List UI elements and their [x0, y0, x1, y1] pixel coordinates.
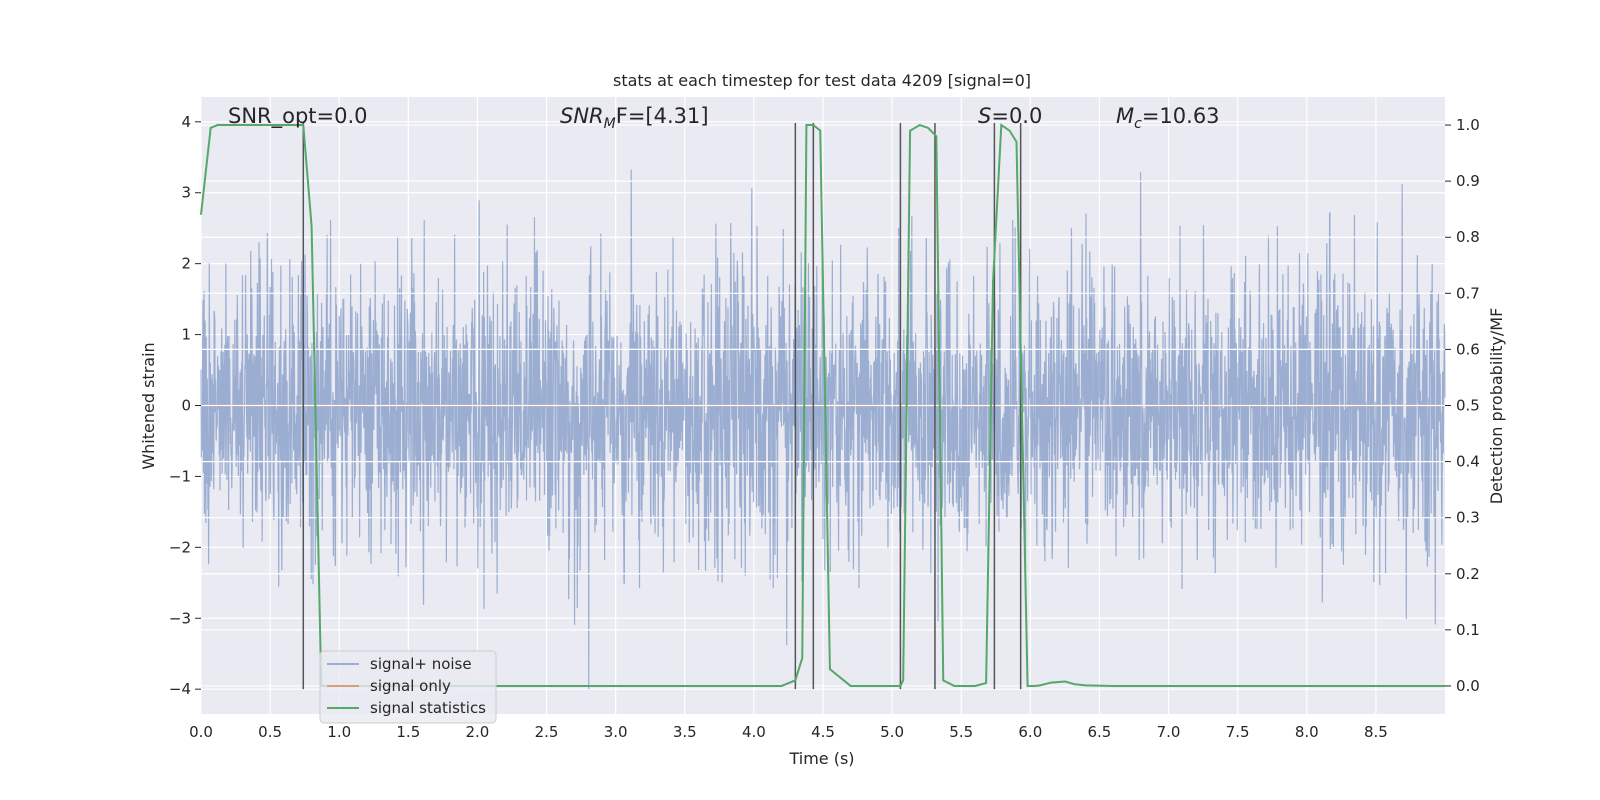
annotation-mc: Mc=10.63 [1116, 104, 1220, 132]
x-axis-label: Time (s) [788, 749, 854, 768]
x-tick-label: 7.0 [1157, 723, 1181, 741]
annotation-mc-main: M [1116, 104, 1134, 128]
x-tick-label: 3.5 [673, 723, 697, 741]
x-tick-label: 8.5 [1364, 723, 1388, 741]
y-tick-label: 4 [181, 113, 191, 131]
annotation-snr-opt: SNR_opt=0.0 [228, 104, 368, 129]
x-axis-ticks: 0.0 0.5 1.0 1.5 2.0 2.5 3.0 3.5 4.0 4.5 5.0 5.5 6.0 6… [189, 723, 1388, 741]
y2-tick-label: 0.6 [1456, 340, 1480, 358]
x-tick-label: 8.0 [1295, 723, 1319, 741]
annotation-snr-mf-rest: F=[4.31] [616, 104, 709, 128]
series-signal-noise [200, 169, 1446, 690]
y-axis-label-right: Detection probability/MF [1487, 308, 1506, 505]
x-tick-label: 4.0 [742, 723, 766, 741]
chart-title: stats at each timestep for test data 420… [613, 71, 1031, 90]
y-tick-label: −4 [169, 680, 191, 698]
y-tick-label: −1 [169, 467, 191, 485]
x-tick-label: 0.5 [258, 723, 282, 741]
x-tick-label: 6.0 [1018, 723, 1042, 741]
grid-lines-right [201, 124, 1445, 687]
y-tick-label: −2 [169, 538, 191, 556]
x-tick-label: 2.0 [466, 723, 490, 741]
legend-label-signal-only: signal only [370, 677, 451, 695]
y-axis-label-left: Whitened strain [139, 342, 158, 469]
annotation-snr-mf-sub: M [604, 116, 616, 132]
y-tick-label: 1 [181, 326, 191, 344]
series-signal-statistics [200, 123, 1445, 687]
x-tick-label: 5.5 [949, 723, 973, 741]
y2-tick-label: 1.0 [1456, 116, 1480, 134]
x-tick-label: 4.5 [811, 723, 835, 741]
legend-label-signal-statistics: signal statistics [370, 699, 486, 717]
y2-tick-label: 0.3 [1456, 509, 1480, 527]
signal-statistics-trace [200, 123, 1445, 687]
annotation-s-main: S [978, 104, 991, 128]
y-axis-ticks-left: 4 3 2 1 0 −1 −2 −3 −4 [169, 113, 201, 698]
annotation-mc-rest: =10.63 [1142, 104, 1220, 128]
y-tick-label: 0 [181, 397, 191, 415]
y2-tick-label: 0.7 [1456, 284, 1480, 302]
x-tick-label: 1.5 [396, 723, 420, 741]
y-tick-label: 2 [181, 255, 191, 273]
x-tick-label: 7.5 [1226, 723, 1250, 741]
y2-tick-label: 0.1 [1456, 621, 1480, 639]
x-tick-label: 0.0 [189, 723, 213, 741]
noise-trace [200, 169, 1446, 690]
y-axis-ticks-right: 1.0 0.9 0.8 0.7 0.6 0.5 0.4 0.3 0.2 0.1 0.0 [1445, 116, 1480, 695]
legend-box [319, 650, 497, 724]
annotation-snr-mf: SNRMF=[4.31] [560, 104, 709, 132]
y2-tick-label: 0.4 [1456, 453, 1480, 471]
y-tick-label: 3 [181, 184, 191, 202]
y2-tick-label: 0.0 [1456, 677, 1480, 695]
x-tick-label: 3.0 [604, 723, 628, 741]
annotation-mc-sub: c [1134, 116, 1142, 132]
legend-label-signal-noise: signal+ noise [370, 655, 472, 673]
y-tick-label: −3 [169, 609, 191, 627]
annotation-snr-mf-main: SNR [560, 104, 604, 128]
y2-tick-label: 0.5 [1456, 397, 1480, 415]
annotation-s: S=0.0 [978, 104, 1042, 128]
vertical-marker-lines [302, 123, 1022, 690]
x-tick-label: 5.0 [880, 723, 904, 741]
y2-tick-label: 0.8 [1456, 228, 1480, 246]
annotation-s-rest: =0.0 [991, 104, 1042, 128]
y2-tick-label: 0.9 [1456, 172, 1480, 190]
x-tick-label: 6.5 [1088, 723, 1112, 741]
legend: signal+ noise signal only signal statist… [319, 650, 497, 724]
x-tick-label: 2.5 [535, 723, 559, 741]
x-tick-label: 1.0 [327, 723, 351, 741]
y2-tick-label: 0.2 [1456, 565, 1480, 583]
